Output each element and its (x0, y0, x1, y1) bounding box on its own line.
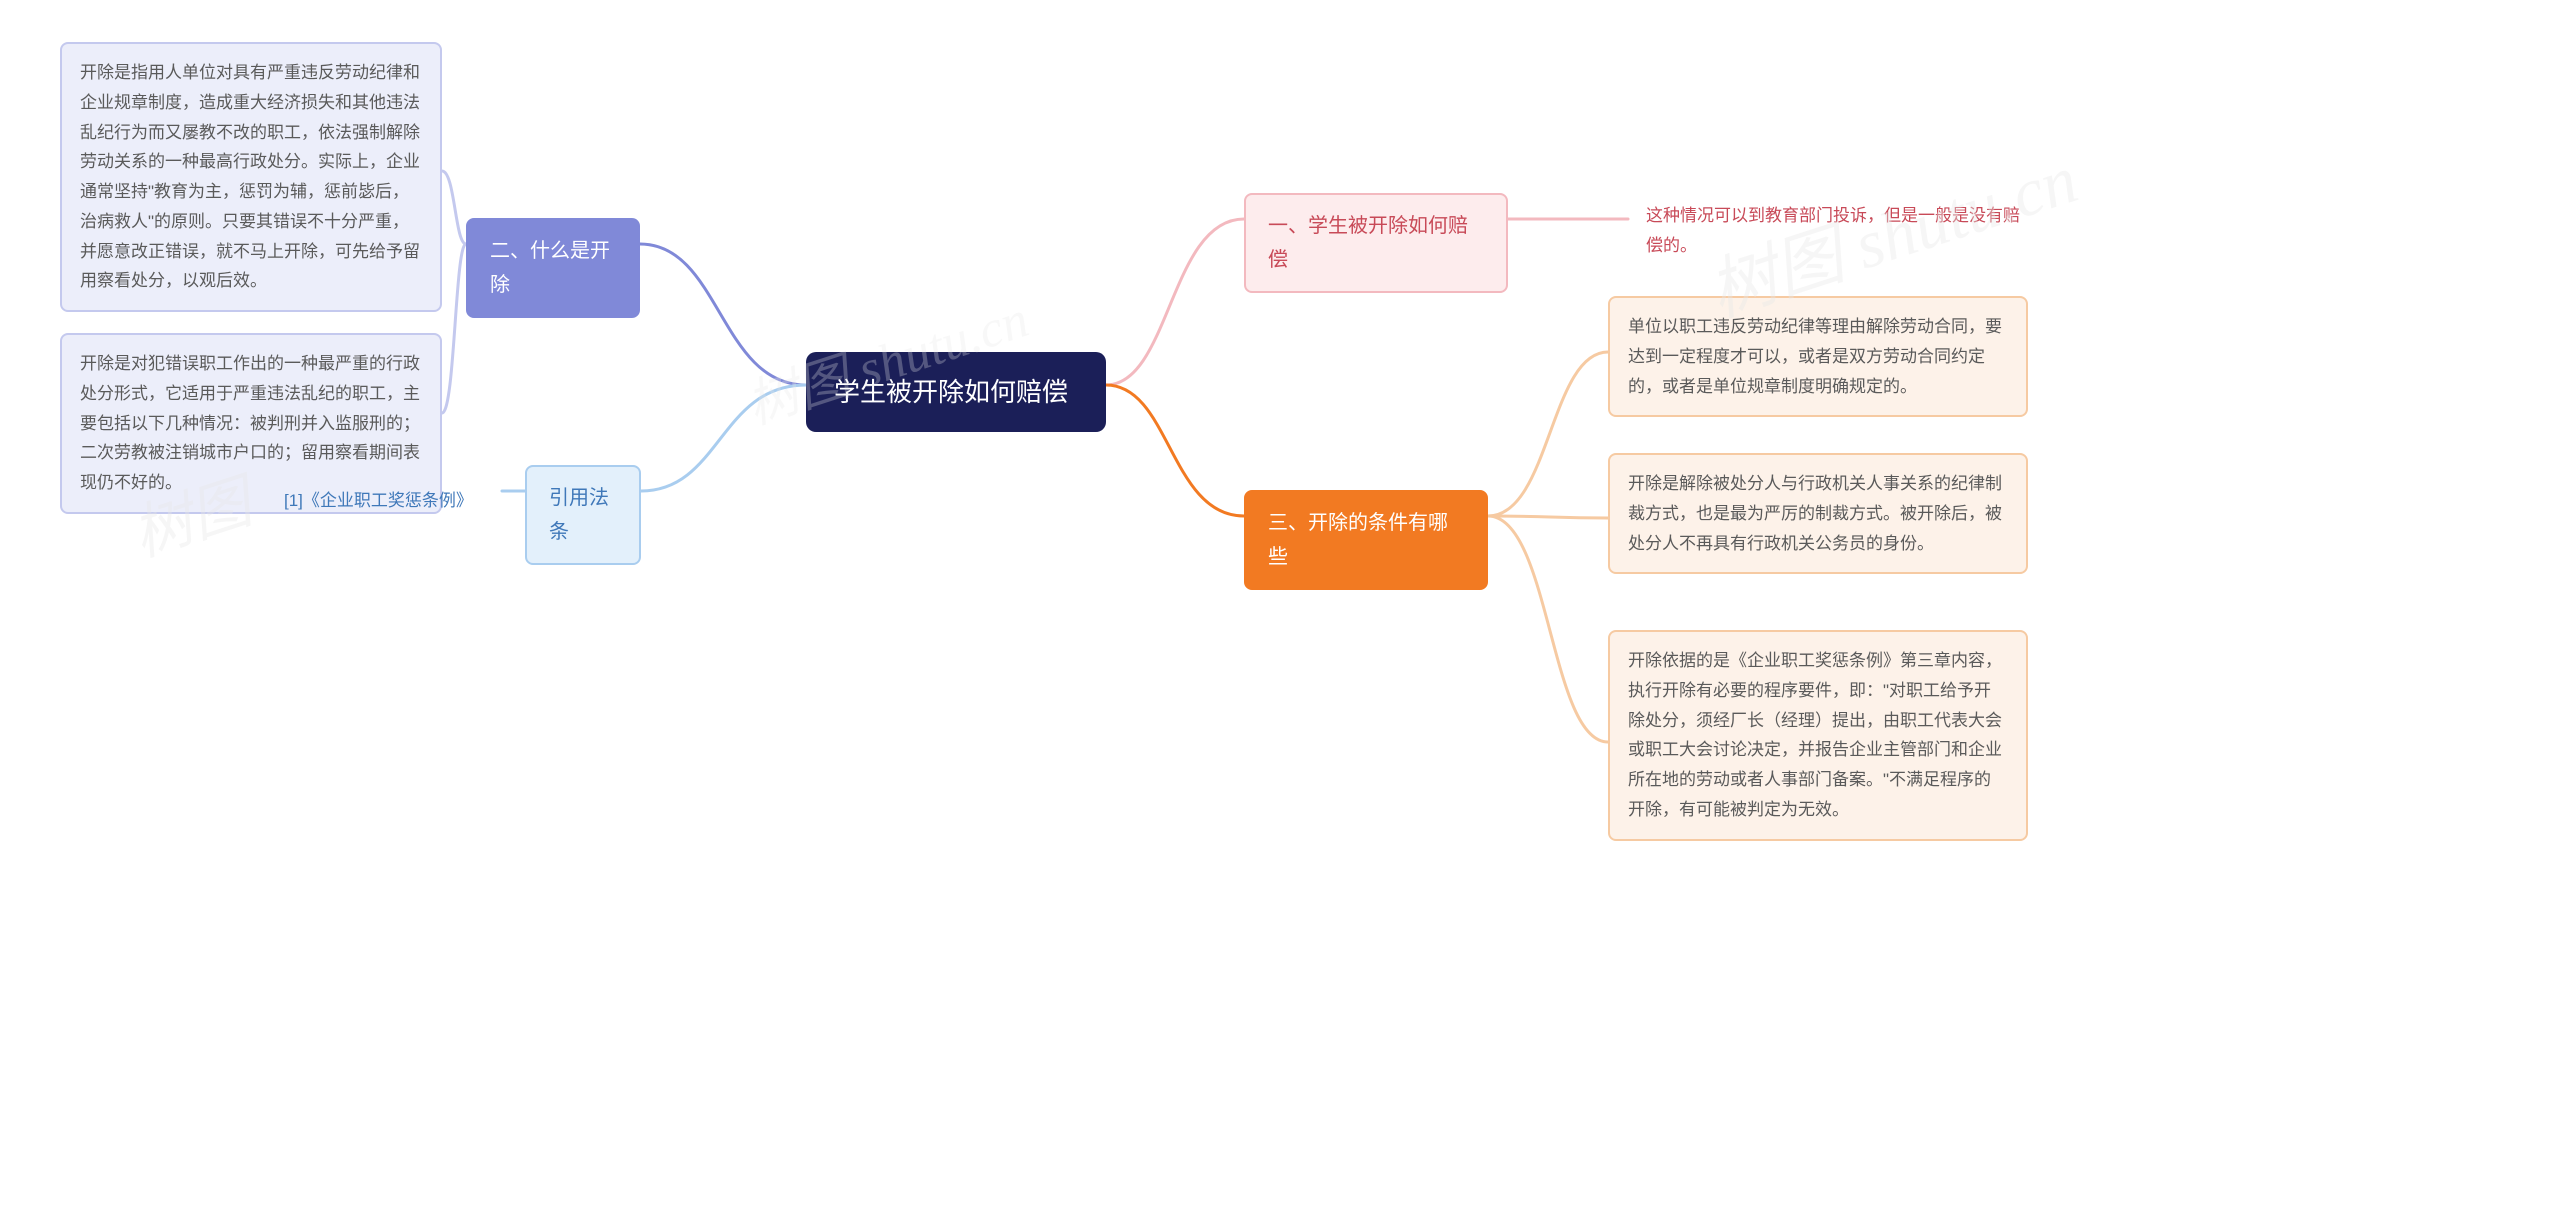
branch-2: 二、什么是开除 (466, 218, 640, 318)
leaf-3a: 单位以职工违反劳动纪律等理由解除劳动合同，要达到一定程度才可以，或者是双方劳动合… (1608, 296, 2028, 417)
leaf-1: 这种情况可以到教育部门投诉，但是一般是没有赔偿的。 (1628, 187, 2046, 275)
leaf-4: [1]《企业职工奖惩条例》 (266, 472, 502, 530)
leaf-3b: 开除是解除被处分人与行政机关人事关系的纪律制裁方式，也是最为严厉的制裁方式。被开… (1608, 453, 2028, 574)
leaf-3c: 开除依据的是《企业职工奖惩条例》第三章内容，执行开除有必要的程序要件，即："对职… (1608, 630, 2028, 841)
branch-3: 三、开除的条件有哪些 (1244, 490, 1488, 590)
branch-1: 一、学生被开除如何赔偿 (1244, 193, 1508, 293)
leaf-2a: 开除是指用人单位对具有严重违反劳动纪律和企业规章制度，造成重大经济损失和其他违法… (60, 42, 442, 312)
root-node: 学生被开除如何赔偿 (806, 352, 1106, 432)
branch-4: 引用法条 (525, 465, 641, 565)
